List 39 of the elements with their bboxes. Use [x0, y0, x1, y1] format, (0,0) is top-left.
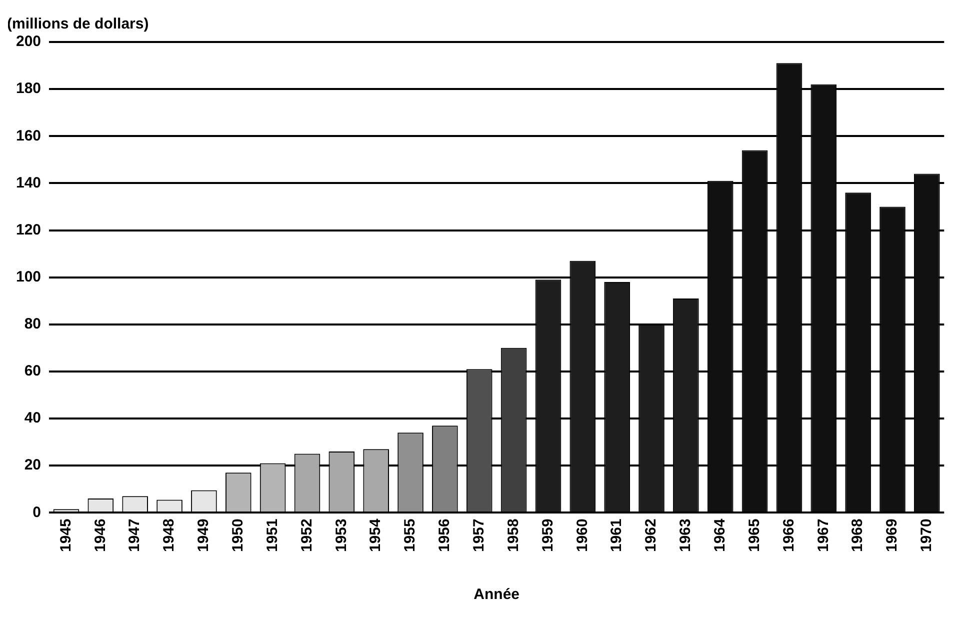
y-tick-label: 180: [16, 80, 42, 98]
x-tick-label: 1969: [884, 518, 901, 552]
x-tick-label: 1952: [298, 518, 316, 552]
x-tick-label: 1963: [677, 518, 694, 552]
x-tick-label: 1956: [436, 518, 454, 552]
y-tick-label: 80: [24, 316, 42, 333]
x-tick-label: 1970: [918, 518, 936, 552]
y-tick-label: 100: [16, 268, 42, 286]
y-tick-label: 60: [24, 362, 42, 380]
x-tick-label: 1961: [608, 518, 626, 552]
x-tick-label: 1953: [332, 518, 350, 552]
x-axis-title: Année: [474, 586, 520, 604]
x-tick-label: 1960: [574, 518, 591, 552]
y-tick-label: 200: [16, 33, 42, 50]
x-tick-label: 1957: [470, 518, 488, 552]
x-tick-label: 1945: [57, 518, 74, 552]
y-tick-label: 40: [24, 410, 42, 427]
y-tick-label: 160: [16, 127, 42, 144]
x-tick-label: 1954: [367, 518, 384, 552]
x-tick-label: 1958: [504, 518, 522, 552]
x-tick-label: 1966: [780, 518, 798, 552]
x-tick-label: 1965: [746, 518, 763, 552]
x-tick-label: 1955: [402, 518, 419, 552]
x-tick-label: 1948: [160, 518, 178, 552]
x-tick-label: 1947: [126, 518, 144, 552]
x-tick-label: 1949: [195, 518, 212, 552]
x-tick-label: 1959: [539, 518, 556, 552]
x-tick-label: 1964: [712, 518, 728, 552]
x-tick-label: 1967: [814, 518, 832, 552]
y-tick-label: 140: [16, 174, 42, 192]
x-tick-label: 1951: [264, 518, 281, 552]
y-tick-label: 20: [24, 456, 42, 474]
x-tick-label: 1968: [849, 518, 866, 552]
x-tick-label: 1962: [642, 518, 660, 552]
y-tick-label: 0: [32, 504, 42, 521]
y-tick-label: 120: [16, 221, 42, 238]
y-axis-title: (millions de dollars): [7, 16, 149, 33]
x-tick-label: 1946: [92, 518, 109, 552]
x-tick-label: 1950: [230, 518, 247, 552]
